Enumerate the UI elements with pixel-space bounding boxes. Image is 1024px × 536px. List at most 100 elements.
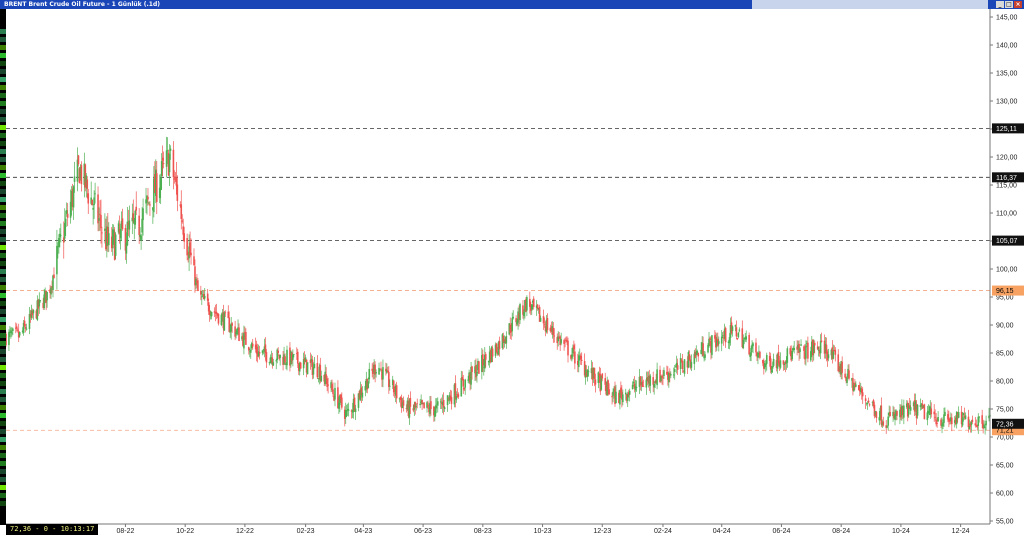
plot-area[interactable] xyxy=(6,9,990,524)
candle-body xyxy=(105,231,107,250)
candle-body xyxy=(631,384,634,390)
candle-body xyxy=(31,311,34,316)
candle-body xyxy=(621,392,623,400)
tool-marker xyxy=(0,389,6,394)
candle-body xyxy=(126,221,129,246)
candle-body xyxy=(387,370,389,373)
candle-body xyxy=(701,342,703,353)
candle-body xyxy=(441,401,444,406)
candle-body xyxy=(86,179,89,189)
y-tick-label: 110,00 xyxy=(996,211,1017,218)
candle-body xyxy=(353,397,356,411)
candle-body xyxy=(947,414,949,420)
tool-marker xyxy=(0,373,6,378)
candle-body xyxy=(135,206,138,211)
candle-body xyxy=(316,363,319,378)
maximize-button[interactable]: □ xyxy=(1005,1,1013,8)
candle-body xyxy=(262,349,265,351)
y-tick-label: 65,00 xyxy=(996,463,1014,470)
tool-marker xyxy=(0,445,6,450)
candle-body xyxy=(574,351,576,364)
candle-body xyxy=(11,332,13,334)
candle-body xyxy=(735,327,738,337)
last-price-label: 72,36 xyxy=(996,421,1014,428)
candle-body xyxy=(491,348,494,357)
candle-body xyxy=(241,336,243,340)
y-tick-label: 135,00 xyxy=(996,71,1018,78)
candle-body xyxy=(80,165,83,185)
candle-body xyxy=(372,369,374,374)
candle-body xyxy=(799,348,801,352)
candle-body xyxy=(573,345,575,350)
candle-body xyxy=(977,416,980,426)
candle-body xyxy=(180,204,183,219)
candle-body xyxy=(324,371,326,385)
candle-body xyxy=(748,334,750,355)
candle-body xyxy=(49,289,51,294)
candle-body xyxy=(888,413,890,416)
candle-body xyxy=(423,402,425,408)
candle-body xyxy=(960,411,963,425)
candle-body xyxy=(250,343,253,349)
candle-body xyxy=(847,368,849,378)
candle-body xyxy=(483,366,485,368)
candle-body xyxy=(957,412,960,418)
candle-body xyxy=(393,392,396,394)
candle-body xyxy=(264,344,267,354)
candle-body xyxy=(398,398,401,400)
tool-marker xyxy=(0,165,6,170)
candle-body xyxy=(464,379,466,388)
candle-body xyxy=(65,210,68,214)
candle-body xyxy=(382,367,384,380)
candle-body xyxy=(286,349,288,366)
candle-body xyxy=(894,414,896,420)
candle-body xyxy=(70,191,73,207)
candle-body xyxy=(601,373,604,379)
candle-body xyxy=(470,366,472,385)
candle-body xyxy=(556,337,559,344)
candle-body xyxy=(18,332,21,336)
candle-body xyxy=(576,360,579,366)
candle-body xyxy=(567,340,569,356)
candle-body xyxy=(614,386,616,405)
candle-body xyxy=(428,407,430,413)
candle-body xyxy=(72,186,75,208)
candle-body xyxy=(139,234,141,237)
candle-body xyxy=(471,366,473,373)
candle-body xyxy=(592,367,595,378)
candle-body xyxy=(537,308,540,310)
candle-body xyxy=(209,315,212,317)
candle-body xyxy=(85,175,88,183)
candle-body xyxy=(797,344,799,349)
minimize-button[interactable]: _ xyxy=(996,1,1004,8)
candle-body xyxy=(146,196,148,203)
cursor-readout: 72,36 - 0 - 10:13:17 xyxy=(6,524,99,535)
reference-line-label: 71,21 xyxy=(996,428,1014,435)
candle-body xyxy=(255,346,258,354)
candle-body xyxy=(350,410,353,412)
window-title-bar[interactable]: BRENT Brent Crude Oil Future - 1 Günlük … xyxy=(0,0,1024,9)
candle-body xyxy=(285,363,287,365)
candle-body xyxy=(731,326,734,332)
candle-body xyxy=(907,405,910,415)
tool-strip[interactable] xyxy=(0,9,6,525)
candle-body xyxy=(419,403,421,406)
candle-body xyxy=(591,367,594,380)
candle-body xyxy=(66,213,69,218)
candle-body xyxy=(8,332,10,345)
candle-body xyxy=(107,227,109,243)
y-tick-label: 95,00 xyxy=(996,295,1014,302)
candle-body xyxy=(37,299,40,309)
candle-body xyxy=(289,347,291,366)
close-button[interactable]: × xyxy=(1014,1,1022,8)
candle-body xyxy=(494,344,497,356)
candle-body xyxy=(913,400,916,412)
candle-body xyxy=(53,274,55,279)
toolbar-strip xyxy=(752,0,988,9)
candle-body xyxy=(366,378,369,390)
candle-body xyxy=(607,380,609,390)
y-tick-label: 60,00 xyxy=(996,491,1014,498)
candle-body xyxy=(153,178,155,213)
candle-body xyxy=(449,395,452,400)
